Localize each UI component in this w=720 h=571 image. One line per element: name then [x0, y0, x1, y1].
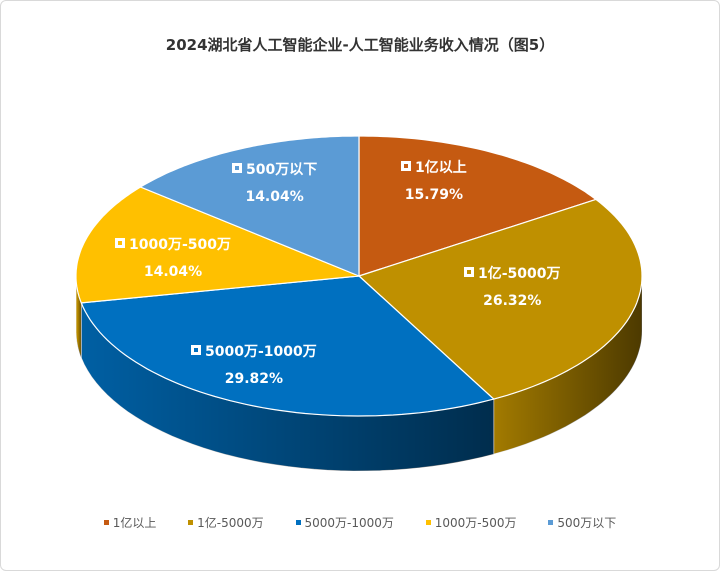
legend-marker-icon — [188, 520, 194, 525]
pie-slice-3[interactable] — [75, 186, 360, 304]
slice-side-shade — [81, 302, 494, 471]
legend-item[interactable]: 5000万-1000万 — [295, 514, 394, 531]
legend: 1亿以上 1亿-5000万 5000万-1000万 1000万-500万 500… — [1, 514, 719, 531]
slice-side-shade — [76, 276, 82, 358]
chart-title: 2024湖北省人工智能企业-人工智能业务收入情况（图5） — [165, 36, 555, 54]
pie-slice-2[interactable] — [80, 275, 495, 417]
slice-label-4: 500万以下 14.04% — [232, 157, 317, 211]
slice-side-shade — [493, 276, 642, 455]
legend-key-icon — [115, 238, 125, 248]
legend-key-icon — [464, 267, 474, 277]
slice-label-1: 1亿-5000万 26.32% — [464, 261, 561, 315]
legend-marker-icon — [295, 520, 301, 525]
legend-item[interactable]: 500万以下 — [548, 514, 616, 531]
pie-slice-4[interactable] — [139, 135, 360, 277]
legend-marker-icon — [425, 520, 431, 525]
legend-key-icon — [191, 345, 201, 355]
legend-marker-icon — [103, 520, 109, 525]
legend-item[interactable]: 1亿-5000万 — [188, 514, 264, 531]
slice-label-3: 1000万-500万 14.04% — [115, 232, 231, 286]
legend-marker-icon — [548, 520, 554, 525]
pie-slice-1[interactable] — [357, 198, 643, 400]
slice-label-2: 5000万-1000万 29.82% — [191, 339, 317, 393]
pie-slice-0[interactable] — [358, 135, 598, 277]
slice-label-0: 1亿以上 15.79% — [401, 155, 467, 209]
legend-key-icon — [232, 163, 242, 173]
legend-item[interactable]: 1亿以上 — [103, 514, 156, 531]
legend-key-icon — [401, 161, 411, 171]
legend-item[interactable]: 1000万-500万 — [425, 514, 517, 531]
